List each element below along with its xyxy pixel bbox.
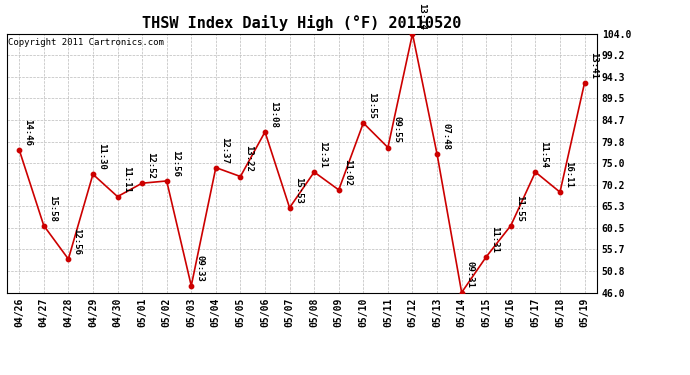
Point [579, 80, 590, 86]
Title: THSW Index Daily High (°F) 20110520: THSW Index Daily High (°F) 20110520 [142, 15, 462, 31]
Point [530, 169, 541, 175]
Point [456, 290, 467, 296]
Text: 11:31: 11:31 [491, 226, 500, 253]
Text: 13:22: 13:22 [244, 146, 254, 172]
Text: 16:11: 16:11 [564, 161, 573, 188]
Text: 12:52: 12:52 [146, 152, 155, 179]
Point [137, 180, 148, 186]
Text: 12:37: 12:37 [220, 136, 229, 164]
Text: 15:58: 15:58 [48, 195, 57, 221]
Point [112, 194, 123, 200]
Text: 13:41: 13:41 [589, 52, 598, 79]
Text: 11:02: 11:02 [343, 159, 352, 186]
Point [505, 223, 516, 229]
Text: 09:33: 09:33 [195, 255, 204, 282]
Point [161, 178, 172, 184]
Point [407, 31, 418, 37]
Point [210, 165, 221, 171]
Text: 11:54: 11:54 [540, 141, 549, 168]
Point [88, 171, 99, 177]
Point [63, 256, 74, 262]
Text: 13:55: 13:55 [368, 92, 377, 119]
Text: 12:56: 12:56 [171, 150, 180, 177]
Point [308, 169, 319, 175]
Text: 11:11: 11:11 [121, 165, 130, 192]
Text: 13:14: 13:14 [417, 3, 426, 30]
Text: 12:31: 12:31 [318, 141, 327, 168]
Point [555, 189, 566, 195]
Point [186, 283, 197, 289]
Point [382, 144, 393, 150]
Text: 09:31: 09:31 [466, 261, 475, 288]
Text: 14:46: 14:46 [23, 119, 32, 146]
Text: 13:08: 13:08 [269, 101, 278, 128]
Point [38, 223, 49, 229]
Text: Copyright 2011 Cartronics.com: Copyright 2011 Cartronics.com [8, 38, 164, 46]
Point [235, 174, 246, 180]
Text: 09:55: 09:55 [392, 117, 401, 143]
Point [481, 254, 492, 260]
Point [358, 120, 369, 126]
Point [431, 151, 442, 157]
Text: 11:30: 11:30 [97, 143, 106, 170]
Point [333, 187, 344, 193]
Point [284, 205, 295, 211]
Point [259, 129, 270, 135]
Text: 15:53: 15:53 [294, 177, 303, 204]
Text: 11:55: 11:55 [515, 195, 524, 221]
Point [14, 147, 25, 153]
Text: 07:48: 07:48 [441, 123, 451, 150]
Text: 12:56: 12:56 [72, 228, 81, 255]
